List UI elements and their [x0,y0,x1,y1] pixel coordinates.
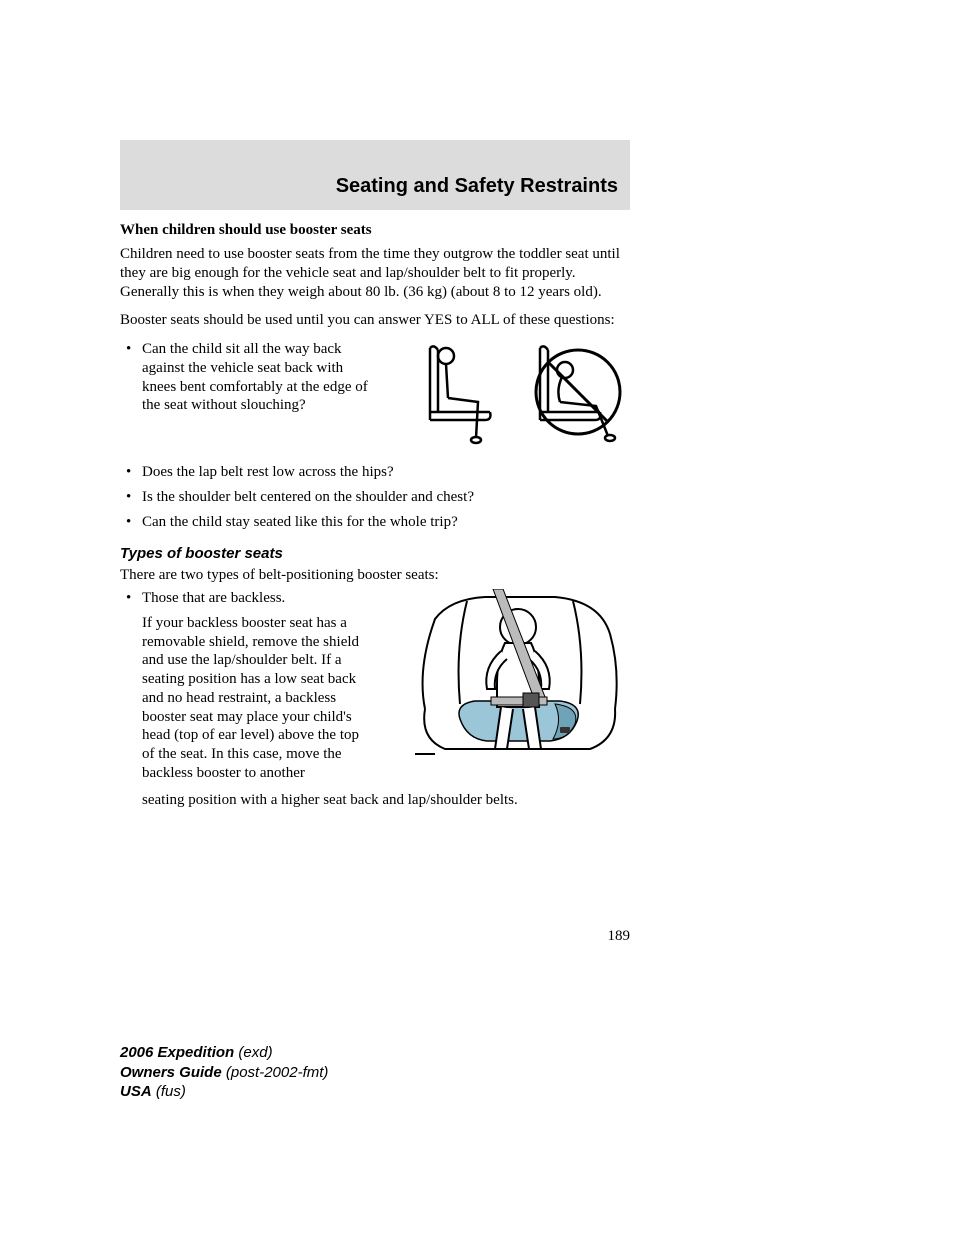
footer-line: USA (fus) [120,1082,328,1102]
subheading-types: Types of booster seats [120,545,630,562]
footer-block: 2006 Expedition (exd) Owners Guide (post… [120,1043,328,1102]
footer-line: 2006 Expedition (exd) [120,1043,328,1063]
footer-code: (fus) [156,1083,186,1100]
bullet-icon: • [126,513,131,532]
body-para: There are two types of belt-positioning … [120,566,630,585]
question-text: Can the child stay seated like this for … [142,514,458,530]
footer-guide: Owners Guide [120,1064,222,1081]
footer-code: (exd) [238,1044,272,1061]
section-header-band: Seating and Safety Restraints [120,140,630,210]
page-content: When children should use booster seats C… [120,222,630,809]
seat-position-diagram [400,340,630,450]
bullet-icon: • [126,463,131,482]
list-item: • Does the lap belt rest low across the … [120,463,630,482]
bullet-lead: Those that are backless. [142,590,285,606]
list-item: • Can the child sit all the way back aga… [120,340,370,415]
footer-vehicle: 2006 Expedition [120,1044,234,1061]
list-item: • Can the child stay seated like this fo… [120,513,630,532]
page-number: 189 [120,928,630,945]
bullet-detail: If your backless booster seat has a remo… [142,615,359,781]
section-header-title: Seating and Safety Restraints [336,175,618,198]
footer-region: USA [120,1083,152,1100]
question-list: • Does the lap belt rest low across the … [120,463,630,531]
list-item: • Those that are backless. If your backl… [120,589,370,783]
footer-line: Owners Guide (post-2002-fmt) [120,1063,328,1083]
footer-code: (post-2002-fmt) [226,1064,329,1081]
subheading-when-children: When children should use booster seats [120,222,630,239]
question-with-figure-row: • Can the child sit all the way back aga… [120,340,630,455]
list-item: • Is the shoulder belt centered on the s… [120,488,630,507]
question-text: Is the shoulder belt centered on the sho… [142,489,474,505]
question-text: Can the child sit all the way back again… [142,341,368,413]
body-para: Children need to use booster seats from … [120,245,630,301]
question-text: Does the lap belt rest low across the hi… [142,464,394,480]
body-para: Booster seats should be used until you c… [120,311,630,330]
bullet-icon: • [126,340,131,359]
bullet-icon: • [126,488,131,507]
bullet-icon: • [126,589,131,608]
bullet-continuation: seating position with a higher seat back… [120,791,630,810]
booster-type-row: • Those that are backless. If your backl… [120,589,630,783]
child-booster-seat-illustration [405,589,630,769]
